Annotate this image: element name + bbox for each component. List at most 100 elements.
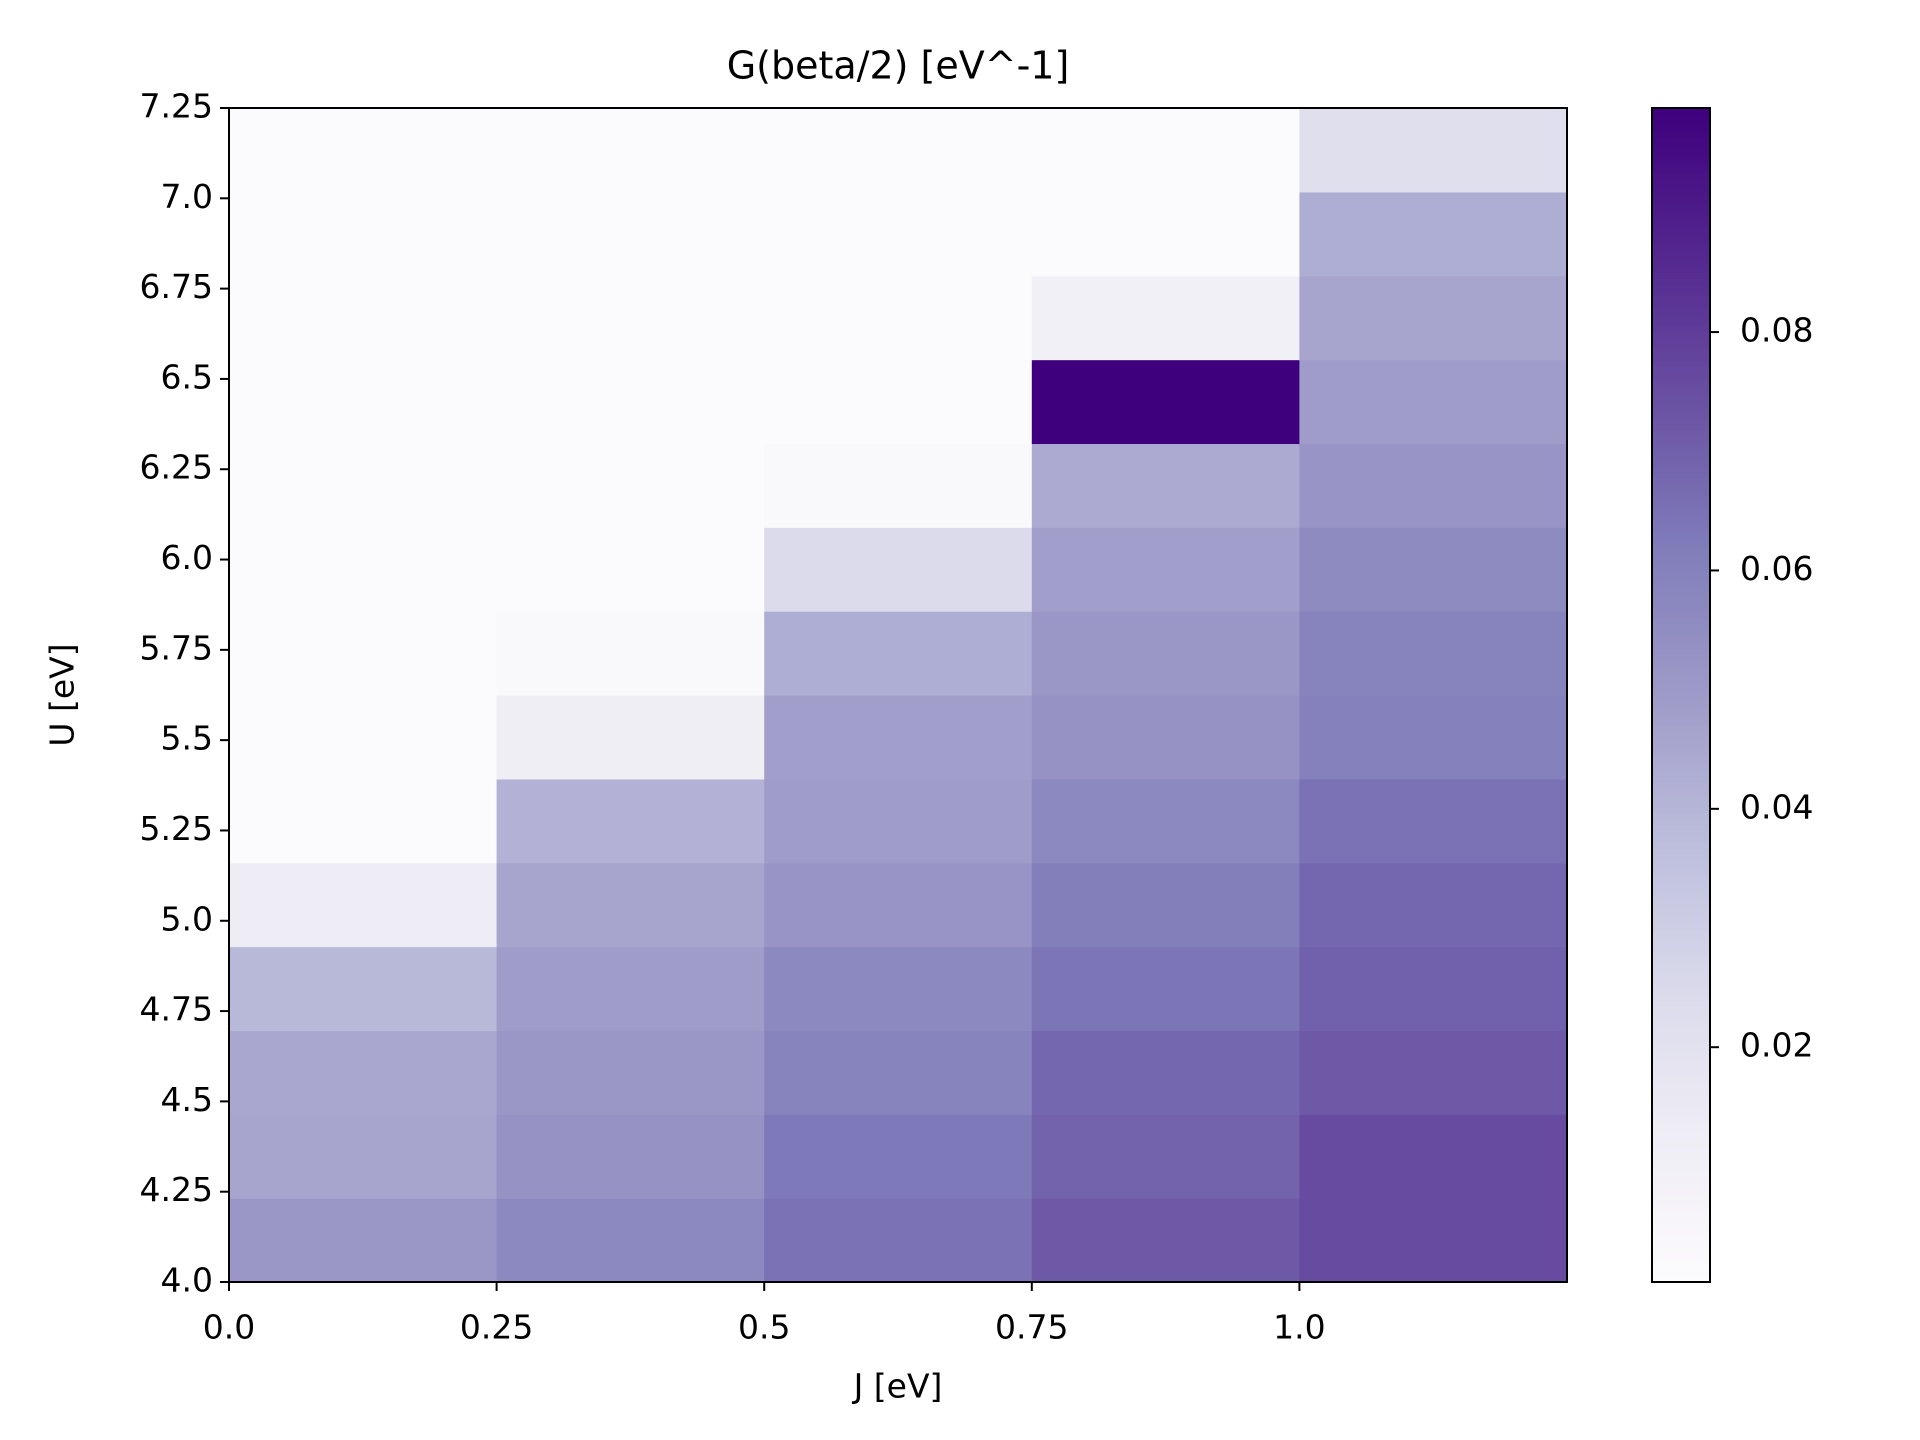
heatmap-cell — [1299, 1114, 1568, 1199]
heatmap-cell — [764, 1198, 1033, 1283]
y-tick-label: 4.0 — [161, 1261, 213, 1300]
colorbar-segment — [1652, 307, 1710, 315]
colorbar-segment — [1652, 894, 1710, 902]
colorbar-segment — [1652, 941, 1710, 949]
colorbar-tick-label: 0.06 — [1740, 549, 1813, 588]
colorbar-segment — [1652, 419, 1710, 426]
colorbar-segment — [1652, 653, 1710, 661]
colorbar-segment — [1652, 736, 1710, 743]
heatmap-cell — [1299, 191, 1568, 277]
colorbar-segment — [1652, 1053, 1710, 1060]
heatmap-cell — [229, 946, 498, 1032]
y-tick-label: 4.75 — [140, 990, 213, 1029]
colorbar-segment — [1652, 513, 1710, 520]
heatmap-cell — [229, 778, 498, 864]
colorbar-segment — [1652, 225, 1710, 232]
colorbar-segment — [1652, 876, 1710, 884]
heatmap-cell — [1299, 527, 1568, 612]
colorbar-segment — [1652, 1117, 1710, 1125]
colorbar-segment — [1652, 970, 1710, 978]
heatmap-cell — [496, 527, 765, 612]
colorbar-segment — [1652, 542, 1710, 549]
colorbar-segment — [1652, 125, 1710, 133]
x-tick-label: 1.0 — [1273, 1308, 1325, 1347]
heatmap-cell — [764, 275, 1033, 361]
colorbar-segment — [1652, 1205, 1710, 1213]
colorbar-segment — [1652, 477, 1710, 485]
heatmap-cell — [764, 527, 1033, 612]
colorbar-segment — [1652, 466, 1710, 473]
colorbar-segment — [1652, 1158, 1710, 1166]
colorbar-segment — [1652, 835, 1710, 843]
colorbar-segment — [1652, 689, 1710, 696]
heatmap-cell — [496, 778, 765, 864]
colorbar-segment — [1652, 442, 1710, 450]
colorbar-segment — [1652, 806, 1710, 813]
colorbar-segment — [1652, 260, 1710, 268]
colorbar-segment — [1652, 753, 1710, 761]
colorbar-segment — [1652, 853, 1710, 860]
colorbar-segment — [1652, 342, 1710, 350]
colorbar-segment — [1652, 1176, 1710, 1183]
colorbar-segment — [1652, 1223, 1710, 1230]
heatmap-cell — [1031, 527, 1300, 612]
colorbar-segment — [1652, 624, 1710, 632]
colorbar-segment — [1652, 947, 1710, 954]
heatmap-cell — [1031, 1198, 1300, 1283]
colorbar-segment — [1652, 847, 1710, 855]
colorbar-segment — [1652, 331, 1710, 338]
colorbar-segment — [1652, 278, 1710, 285]
colorbar-segment — [1652, 196, 1710, 203]
colorbar-segment — [1652, 266, 1710, 273]
colorbar-segment — [1652, 724, 1710, 731]
colorbar-segment — [1652, 436, 1710, 444]
colorbar-segment — [1652, 1094, 1710, 1101]
colorbar-segment — [1652, 882, 1710, 890]
heatmap-cell — [1299, 695, 1568, 780]
colorbar-segment — [1652, 595, 1710, 602]
colorbar-segment — [1652, 518, 1710, 526]
colorbar-segment — [1652, 900, 1710, 907]
heatmap-cell — [1299, 275, 1568, 361]
colorbar-segment — [1652, 213, 1710, 221]
colorbar-segment — [1652, 413, 1710, 420]
heatmap-cell — [1299, 862, 1568, 948]
colorbar-segment — [1652, 777, 1710, 784]
colorbar-segment — [1652, 683, 1710, 690]
colorbar-segment — [1652, 231, 1710, 238]
colorbar-segment — [1652, 507, 1710, 514]
colorbar-segment — [1652, 430, 1710, 438]
colorbar-segment — [1652, 871, 1710, 878]
colorbar-segment — [1652, 771, 1710, 778]
heatmap-cell — [1299, 611, 1568, 696]
heatmap-cell — [496, 359, 765, 445]
colorbar-segment — [1652, 1029, 1710, 1037]
colorbar-segment — [1652, 1064, 1710, 1072]
colorbar-segment — [1652, 489, 1710, 497]
colorbar-segment — [1652, 1146, 1710, 1154]
heatmap-cell — [229, 443, 498, 528]
colorbar-segment — [1652, 918, 1710, 925]
heatmap-cell — [1299, 108, 1568, 193]
colorbar-segment — [1652, 143, 1710, 150]
colorbar-segment — [1652, 1076, 1710, 1084]
heatmap-cell — [496, 108, 765, 193]
colorbar-segment — [1652, 113, 1710, 121]
heatmap-cell — [1031, 191, 1300, 277]
colorbar-segment — [1652, 407, 1710, 414]
heatmap-cell — [1031, 108, 1300, 193]
heatmap-cell — [1299, 359, 1568, 445]
heatmap-cell — [496, 946, 765, 1032]
colorbar-segment — [1652, 759, 1710, 767]
colorbar-segment — [1652, 783, 1710, 790]
colorbar-segment — [1652, 495, 1710, 502]
colorbar-segment — [1652, 336, 1710, 344]
colorbar-segment — [1652, 583, 1710, 590]
heatmap-cell — [1031, 359, 1300, 445]
heatmap-cell — [1299, 443, 1568, 528]
colorbar-segment — [1652, 906, 1710, 913]
colorbar-segment — [1652, 935, 1710, 943]
colorbar-segment — [1652, 184, 1710, 191]
heatmap-cell — [764, 108, 1033, 193]
